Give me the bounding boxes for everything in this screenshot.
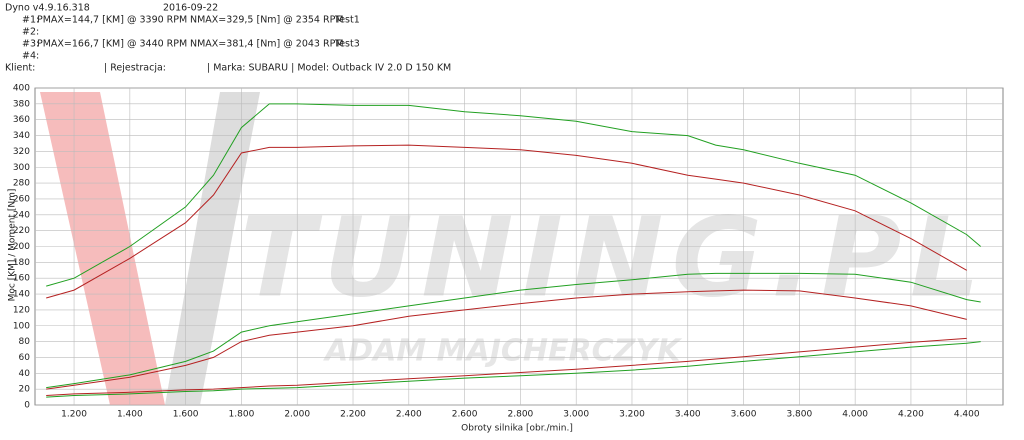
y-tick-label: 300	[13, 163, 30, 173]
run-pmax: PMAX=144,7 [KM] @ 3390 RPM	[37, 15, 187, 26]
x-tick-label: 4.200	[898, 410, 924, 420]
x-tick-label: 2.200	[340, 410, 366, 420]
run-nmax: NMAX=381,4 [Nm] @ 2043 RPM	[190, 39, 344, 50]
y-tick-label: 20	[19, 385, 31, 395]
x-tick-label: 2.600	[452, 410, 478, 420]
x-tick-label: 1.600	[173, 410, 199, 420]
y-tick-label: 380	[13, 99, 30, 109]
y-tick-label: 400	[13, 84, 30, 94]
watermark: TUNING.PL	[240, 193, 980, 321]
logo-shape	[40, 92, 165, 405]
y-tick-label: 160	[13, 274, 30, 284]
y-tick-label: 200	[13, 242, 30, 252]
y-tick-label: 140	[13, 290, 30, 300]
y-tick-label: 0	[24, 401, 30, 411]
y-tick-label: 340	[13, 131, 30, 141]
x-tick-label: 3.600	[731, 410, 757, 420]
run-id: #2:	[22, 27, 39, 38]
x-tick-label: 3.400	[675, 410, 701, 420]
y-tick-label: 80	[19, 337, 31, 347]
run-nmax: NMAX=329,5 [Nm] @ 2354 RPM	[190, 15, 344, 26]
y-tick-label: 60	[19, 353, 31, 363]
y-tick-label: 120	[13, 305, 30, 315]
y-tick-label: 360	[13, 115, 30, 125]
date: 2016-09-22	[163, 3, 218, 14]
curve	[46, 144, 967, 299]
curve	[46, 341, 981, 398]
run-name: Test1	[334, 15, 360, 26]
y-tick-label: 220	[13, 226, 30, 236]
client: Klient:	[5, 63, 35, 74]
y-tick-label: 180	[13, 258, 30, 268]
x-tick-label: 3.200	[619, 410, 645, 420]
y-tick-label: 260	[13, 194, 30, 204]
x-axis-label: Obroty silnika [obr./min.]	[461, 424, 573, 434]
run-id: #4:	[22, 51, 39, 62]
y-tick-label: 280	[13, 179, 30, 189]
vehicle: | Marka: SUBARU | Model: Outback IV 2.0 …	[207, 63, 451, 74]
x-tick-label: 4.400	[954, 410, 980, 420]
x-tick-label: 3.800	[786, 410, 812, 420]
curve	[46, 272, 981, 389]
run-id: #1:	[22, 15, 39, 26]
y-tick-label: 40	[19, 369, 31, 379]
y-axis-label: Moc [KM] / Moment [Nm]	[8, 189, 18, 302]
y-tick-label: 100	[13, 321, 30, 331]
x-tick-label: 1.400	[117, 410, 143, 420]
x-tick-label: 2.000	[284, 410, 310, 420]
watermark: ADAM MAJCHERCZYK	[323, 334, 683, 369]
curve	[46, 337, 967, 396]
x-tick-label: 4.000	[842, 410, 868, 420]
curve	[46, 289, 967, 390]
x-tick-label: 2.800	[508, 410, 534, 420]
y-tick-label: 320	[13, 147, 30, 157]
x-tick-label: 1.800	[229, 410, 255, 420]
app-version: Dyno v4.9.16.318	[5, 3, 90, 14]
run-pmax: PMAX=166,7 [KM] @ 3440 RPM	[37, 39, 187, 50]
run-name: Test3	[334, 39, 360, 50]
curve	[46, 103, 982, 287]
y-tick-label: 240	[13, 210, 30, 220]
logo-shape	[165, 92, 260, 405]
registration: | Rejestracja:	[104, 63, 166, 74]
x-tick-label: 1.200	[61, 410, 87, 420]
x-tick-label: 3.000	[563, 410, 589, 420]
x-tick-label: 2.400	[396, 410, 422, 420]
run-id: #3:	[22, 39, 39, 50]
